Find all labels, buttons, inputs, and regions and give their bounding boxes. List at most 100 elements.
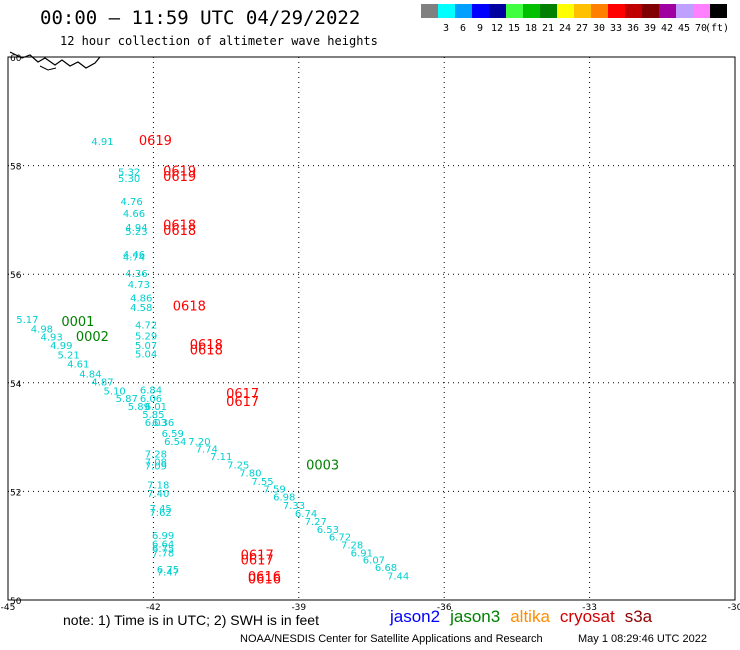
coastline [9, 51, 101, 69]
pass-time-label: 0619 [139, 134, 172, 149]
wave-height-label: 6.74 [295, 509, 317, 520]
wave-height-label: 7.55 [251, 477, 273, 488]
wave-height-label: 4.84 [79, 369, 101, 380]
wave-height-label: 6.91 [351, 549, 373, 560]
wave-height-label: 7.20 [188, 437, 210, 448]
wave-height-label: 7.62 [150, 508, 172, 519]
wave-height-label: 4.87 [91, 378, 113, 389]
wave-height-label: 7.18 [147, 481, 169, 492]
color-scale-label: 70 [694, 23, 708, 34]
wave-height-label: 7.45 [150, 504, 172, 515]
grid-layer [7, 56, 736, 601]
color-swatch [438, 4, 455, 18]
pass-time-label: 0619 [163, 170, 196, 185]
wave-height-label: 6.53 [317, 525, 339, 536]
tick-layer: -45 -42 -39 -36 -33 -30 60 58 56 54 52 50 [1, 54, 740, 610]
chart-subtitle: 12 hour collection of altimeter wave hei… [60, 34, 378, 48]
y-tick-label: 56 [10, 271, 22, 281]
color-scale-label: 18 [524, 23, 538, 34]
wave-height-label: 5.29 [135, 331, 157, 342]
color-swatch [557, 4, 574, 18]
wave-height-label: 5.23 [125, 227, 147, 238]
wave-height-label: 7.27 [305, 517, 327, 528]
wave-height-label: 6.07 [363, 556, 385, 567]
wave-height-label: 5.30 [118, 174, 140, 185]
color-scale-label: 24 [558, 23, 572, 34]
wave-height-label: 6.72 [329, 532, 351, 543]
chart-title: 00:00 — 11:59 UTC 04/29/2022 [40, 7, 361, 29]
wave-height-label: 7.40 [147, 489, 169, 500]
pass-time-label: 0616 [248, 573, 281, 588]
wave-height-label: 5.07 [135, 341, 157, 352]
pass-time-label: 0617 [241, 548, 274, 563]
color-scale-unit: (ft) [705, 23, 730, 34]
y-tick-label: 60 [10, 54, 22, 64]
pass-time-label: 0003 [306, 459, 339, 474]
generated-timestamp: May 1 08:29:46 UTC 2022 [578, 633, 708, 645]
color-scale-label: 36 [626, 23, 640, 34]
x-tick-label: -36 [437, 603, 452, 610]
pass-time-label: 0618 [173, 300, 206, 315]
wave-height-label: 7.80 [239, 469, 261, 480]
pass-time-label: 0001 [61, 315, 94, 330]
wave-height-label: 5.89 [128, 402, 150, 413]
x-tick-label: -33 [582, 603, 597, 610]
wave-height-label: 4.99 [50, 341, 72, 352]
wave-height-label: 4.86 [130, 293, 152, 304]
color-swatch [489, 4, 506, 18]
wave-height-label: 5.10 [103, 387, 125, 398]
color-swatch [642, 4, 659, 18]
legend-cryosat: cryosat [559, 607, 615, 626]
color-scale-label: 9 [476, 23, 484, 34]
wave-height-label: 4.93 [40, 332, 62, 343]
pass-time-label: 0618 [190, 344, 223, 359]
wave-height-label: 6.03 [145, 418, 167, 429]
legend-altika: altika [510, 607, 550, 626]
pass-time-label: 0617 [226, 387, 259, 402]
wave-height-label: 4.58 [130, 303, 152, 314]
wave-height-label: 4.74 [123, 253, 145, 264]
wave-height-label: 5.32 [118, 167, 140, 178]
legend-s3a: s3a [624, 607, 653, 626]
legend-jason2: jason2 [390, 607, 441, 626]
color-swatch [455, 4, 472, 18]
wave-height-label: 6.84 [140, 386, 162, 397]
y-tick-label: 52 [10, 488, 21, 498]
wave-height-label: 4.76 [120, 197, 142, 208]
pass-time-label: 0618 [163, 219, 196, 234]
color-scale-label: 33 [609, 23, 623, 34]
pass-time-label: 0618 [163, 224, 196, 239]
pass-time-label: 0002 [76, 330, 109, 345]
credit-line: NOAA/NESDIS Center for Satellite Applica… [240, 633, 543, 645]
footer-note: note: 1) Time is in UTC; 2) SWH is in fe… [63, 612, 319, 628]
color-swatch [523, 4, 540, 18]
wave-height-label: 7.74 [196, 444, 218, 455]
wave-height-label: 4.73 [128, 280, 150, 291]
color-scale-label: 30 [592, 23, 606, 34]
color-scale-label: 3 [442, 23, 450, 34]
color-swatch [625, 4, 642, 18]
pass-time-label: 0617 [241, 554, 274, 569]
x-tick-label: -39 [291, 603, 306, 610]
wave-height-label: 6.68 [375, 563, 397, 574]
wave-height-label: 7.25 [227, 461, 249, 472]
wave-height-label: 6.36 [152, 418, 174, 429]
color-swatch [693, 4, 710, 18]
x-tick-label: -42 [146, 603, 161, 610]
wave-height-label: 6.75 [152, 544, 174, 555]
wave-height-label: 4.94 [125, 223, 147, 234]
wave-height-label: 5.87 [116, 394, 138, 405]
wave-height-label: 6.01 [145, 402, 167, 413]
wave-height-label: 5.85 [142, 410, 164, 421]
pass-time-labels: 0619061906190618061806180618061806170617… [61, 134, 339, 588]
color-swatch [676, 4, 693, 18]
pass-time-label: 0617 [226, 395, 259, 410]
pass-time-label: 0616 [248, 570, 281, 585]
color-scale-label: 39 [643, 23, 657, 34]
x-tick-label: -30 [728, 603, 740, 610]
color-scale-label: 12 [490, 23, 504, 34]
wave-height-label: 5.21 [57, 350, 79, 361]
wave-height-label: 7.44 [387, 571, 409, 582]
pass-time-label: 0618 [190, 338, 223, 353]
